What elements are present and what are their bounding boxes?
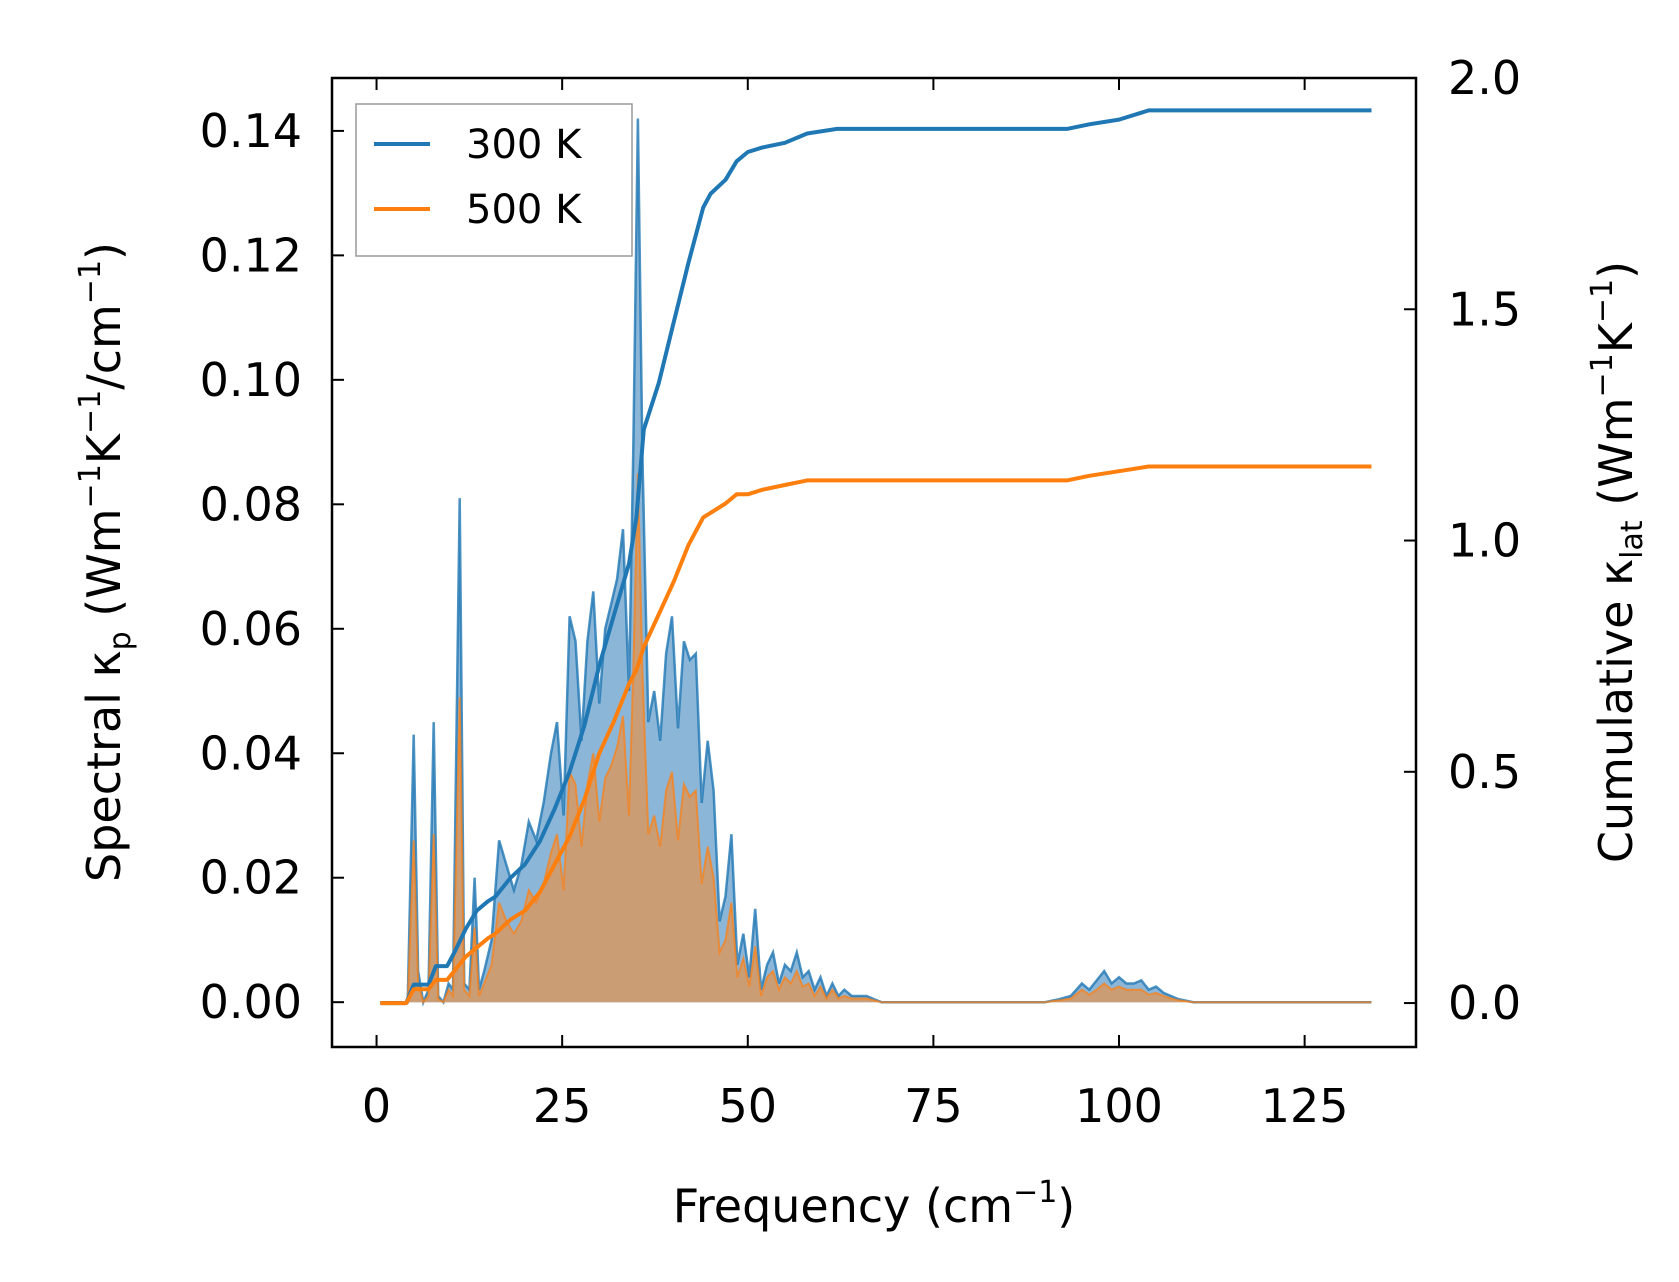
yl-sub: p — [103, 631, 138, 650]
yr-p4: ) — [1589, 261, 1643, 279]
yr-p3: K — [1589, 321, 1643, 353]
x-tick-label: 25 — [533, 1079, 592, 1133]
legend-label-500k: 500 K — [466, 187, 583, 233]
x-tick-label: 100 — [1075, 1079, 1163, 1133]
x-axis-ticks: 0 25 50 75 100 125 — [362, 78, 1349, 1133]
cumulative-line-500k — [380, 464, 1372, 1006]
x-axis-title-main: Frequency (cm — [673, 1179, 1013, 1233]
yr-sub: lat — [1615, 520, 1650, 559]
legend: 300 K 500 K — [355, 103, 633, 257]
y-tick-label-left: 0.08 — [200, 477, 302, 531]
y-tick-label-left: 0.14 — [200, 104, 302, 158]
y-tick-label-right: 2.0 — [1448, 51, 1521, 105]
spectral-areas — [380, 118, 1372, 1007]
y-tick-label-right: 0.0 — [1448, 976, 1521, 1030]
y-axis-left-title: Spectral κp (Wm−1K−1/cm−1) — [73, 242, 138, 882]
y-tick-label-left: 0.12 — [200, 228, 302, 282]
y-axis-right-ticks: 0.0 0.5 1.0 1.5 2.0 — [1404, 51, 1521, 1030]
y-tick-label-left: 0.02 — [200, 851, 302, 905]
y-tick-label-left: 0.04 — [200, 726, 302, 780]
y-tick-label-left: 0.00 — [200, 975, 302, 1029]
spectral-area-500k — [380, 473, 1372, 1003]
legend-label-300k: 300 K — [466, 122, 583, 168]
spectral-edge-300k — [380, 118, 1372, 1007]
y-axis-left-ticks: 0.00 0.02 0.04 0.06 0.08 0.10 0.12 0.14 — [200, 104, 344, 1029]
x-tick-label: 125 — [1261, 1079, 1349, 1133]
yl-p5: ) — [77, 242, 131, 260]
x-tick-label: 0 — [362, 1079, 391, 1133]
x-tick-label: 75 — [904, 1079, 963, 1133]
yr-sup1: −1 — [1585, 353, 1620, 397]
yr-sup2: −1 — [1585, 279, 1620, 323]
legend-box — [355, 103, 633, 257]
y-axis-right-title: Cumulative κlat (Wm−1K−1) — [1585, 261, 1650, 863]
x-axis-title-sup: −1 — [1013, 1175, 1057, 1210]
yr-p2: (Wm — [1589, 397, 1643, 520]
y-tick-label-right: 1.0 — [1448, 514, 1521, 568]
yl-p1: Spectral κ — [77, 650, 131, 882]
yl-p3: K — [77, 432, 131, 464]
spectral-edge-500k — [380, 473, 1372, 1005]
y-tick-label-left: 0.06 — [200, 602, 302, 656]
cumulative-line-300k — [380, 108, 1372, 1006]
cumulative-lines — [380, 108, 1372, 1006]
plot-frame — [330, 76, 1418, 1049]
x-axis-title: Frequency (cm−1) — [673, 1175, 1076, 1233]
yl-sup2: −1 — [73, 390, 108, 434]
x-axis-title-tail: ) — [1057, 1179, 1075, 1233]
y-tick-label-left: 0.10 — [200, 353, 302, 407]
yl-sup3: −1 — [73, 260, 108, 304]
yr-p1: Cumulative κ — [1589, 559, 1643, 863]
y-tick-label-right: 0.5 — [1448, 745, 1521, 799]
yl-p2: (Wm — [77, 508, 131, 631]
x-tick-label: 50 — [719, 1079, 778, 1133]
spectral-area-300k — [380, 118, 1372, 1003]
yl-sup1: −1 — [73, 464, 108, 508]
y-tick-label-right: 1.5 — [1448, 282, 1521, 336]
yl-p4: /cm — [77, 304, 131, 390]
